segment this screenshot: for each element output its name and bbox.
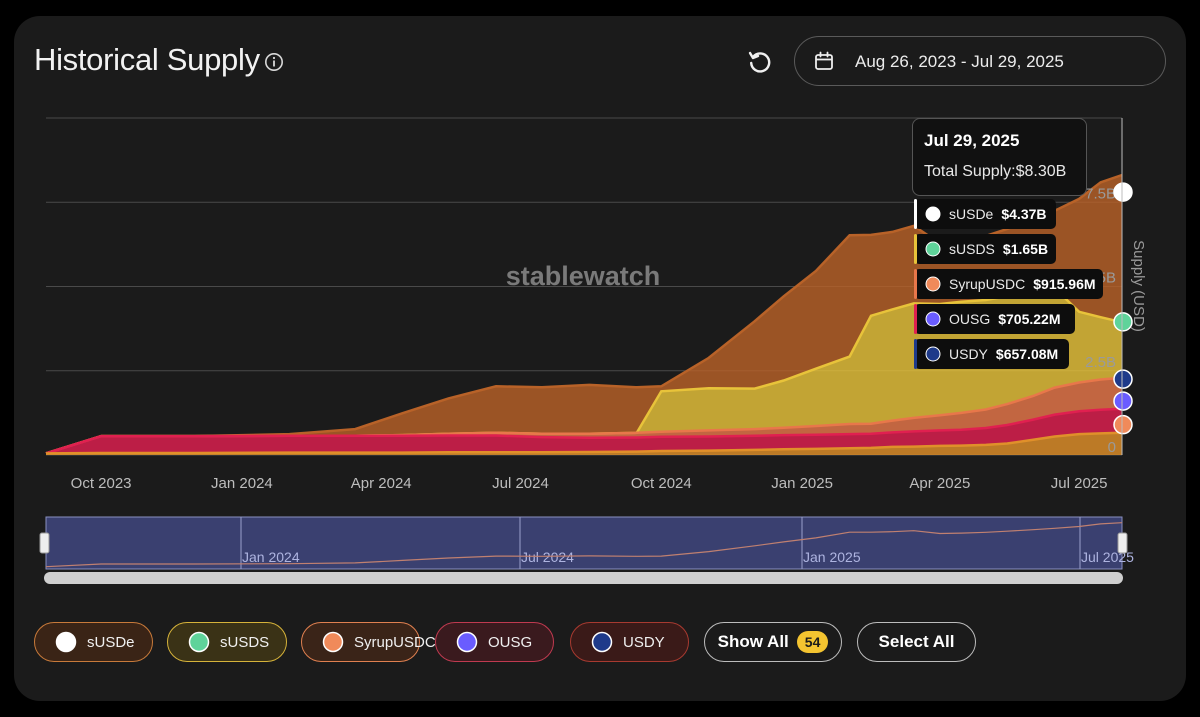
- legend-chip-syrupusdc[interactable]: SyrupUSDC: [301, 622, 436, 662]
- y-axis-label: Supply (USD): [1130, 240, 1147, 332]
- x-tick-label: Jul 2024: [492, 475, 549, 492]
- x-tick-label: Apr 2024: [351, 475, 412, 492]
- tooltip-item-name: SyrupUSDC: [949, 276, 1026, 292]
- x-tick-label: Jan 2024: [211, 475, 273, 492]
- syrupusdc-icon: [322, 631, 344, 653]
- legend-chip-susds[interactable]: sUSDS: [167, 622, 287, 662]
- tooltip-item-name: sUSDe: [949, 206, 994, 222]
- y-tick-label: 7.5B: [1085, 185, 1116, 202]
- legend-chip-label: sUSDe: [87, 633, 135, 651]
- tooltip-date: Jul 29, 2025: [924, 131, 1020, 150]
- tooltip-color-bar: [914, 199, 917, 229]
- navigator-tick-label: Jan 2024: [242, 549, 300, 565]
- show-all-label: Show All: [717, 632, 789, 651]
- tooltip-item-name: USDY: [949, 346, 988, 362]
- line-ousg: [45, 407, 1123, 455]
- show-all-count-badge: 54: [796, 631, 829, 653]
- page-title: Historical Supply: [34, 42, 260, 77]
- tooltip-total: Total Supply:$8.30B: [924, 163, 1067, 180]
- tooltip-item-ousg: OUSG $705.22M: [914, 304, 1075, 334]
- legend-chip-susde[interactable]: sUSDe: [34, 622, 153, 662]
- tooltip-item-value: $705.22M: [998, 311, 1061, 327]
- legend-chip-label: OUSG: [488, 633, 533, 651]
- tooltip-item-value: $1.65B: [1002, 241, 1049, 257]
- reset-icon[interactable]: [746, 48, 774, 76]
- tooltip-color-bar: [914, 234, 917, 264]
- tooltip-item-value: $915.96M: [1033, 276, 1096, 292]
- series-marker-ousg: [1113, 391, 1133, 411]
- series-marker-usdy: [1113, 369, 1133, 389]
- area-ousg[interactable]: [46, 408, 1122, 454]
- calendar-icon: [815, 51, 833, 70]
- line-usdy: [45, 431, 1123, 455]
- x-tick-label: Jan 2025: [771, 475, 833, 492]
- x-tick-label: Apr 2025: [909, 475, 970, 492]
- tooltip-header: [912, 118, 1087, 196]
- tooltip-color-bar: [914, 339, 917, 369]
- navigator-range[interactable]: [45, 516, 1123, 570]
- tooltip-item-value: $657.08M: [995, 346, 1059, 362]
- ousg-icon: [456, 631, 478, 653]
- series-marker-susde: [1113, 182, 1133, 202]
- date-range-text: Aug 26, 2023 - Jul 29, 2025: [855, 52, 1064, 71]
- navigator-handle-left[interactable]: [39, 532, 50, 554]
- y-tick-label: 0: [1108, 439, 1116, 456]
- y-tick-label: 2.5B: [1085, 354, 1116, 371]
- tooltip-item-name: OUSG: [949, 311, 991, 327]
- syrupusdc-icon: [925, 276, 941, 292]
- tooltip-color-bar: [914, 269, 917, 299]
- x-tick-label: Oct 2024: [631, 475, 692, 492]
- navigator-scrollbar[interactable]: [44, 572, 1123, 584]
- tooltip-item-usdy: USDY $657.08M: [914, 339, 1069, 369]
- navigator-handle-right[interactable]: [1117, 532, 1128, 554]
- legend-chip-label: USDY: [623, 633, 665, 651]
- area-susde[interactable]: [46, 175, 1122, 454]
- tooltip-item-value: $4.37B: [1001, 206, 1047, 222]
- show-all-button[interactable]: Show All 54: [704, 622, 842, 662]
- legend-chip-ousg[interactable]: OUSG: [435, 622, 554, 662]
- usdy-icon: [591, 631, 613, 653]
- select-all-button[interactable]: Select All: [857, 622, 976, 662]
- susde-icon: [925, 206, 941, 222]
- x-tick-label: Jul 2025: [1051, 475, 1108, 492]
- tooltip-item-susde: sUSDe $4.37B: [914, 199, 1056, 229]
- tooltip-item-syrupusdc: SyrupUSDC $915.96M: [914, 269, 1103, 299]
- susds-icon: [188, 631, 210, 653]
- legend-chip-label: SyrupUSDC: [354, 633, 436, 651]
- navigator-line: [45, 522, 1123, 568]
- usdy-icon: [925, 346, 941, 362]
- tooltip-item-susds: sUSDS $1.65B: [914, 234, 1056, 264]
- navigator-tick-label: Jan 2025: [803, 549, 861, 565]
- x-tick-label: Oct 2023: [71, 475, 132, 492]
- watermark: stablewatch: [506, 261, 661, 291]
- legend-chip-label: sUSDS: [220, 633, 270, 651]
- area-susds[interactable]: [46, 288, 1122, 454]
- date-range-picker[interactable]: Aug 26, 2023 - Jul 29, 2025: [794, 36, 1166, 86]
- info-icon[interactable]: [264, 52, 284, 72]
- series-marker-syrupusdc: [1113, 414, 1133, 435]
- susds-icon: [925, 241, 941, 257]
- tooltip-color-bar: [914, 304, 917, 334]
- legend-chip-usdy[interactable]: USDY: [570, 622, 689, 662]
- susde-icon: [55, 631, 77, 653]
- series-marker-susds: [1113, 312, 1133, 332]
- tooltip-item-name: sUSDS: [949, 241, 995, 257]
- navigator-tick-label: Jul 2024: [521, 549, 574, 565]
- ousg-icon: [925, 311, 941, 327]
